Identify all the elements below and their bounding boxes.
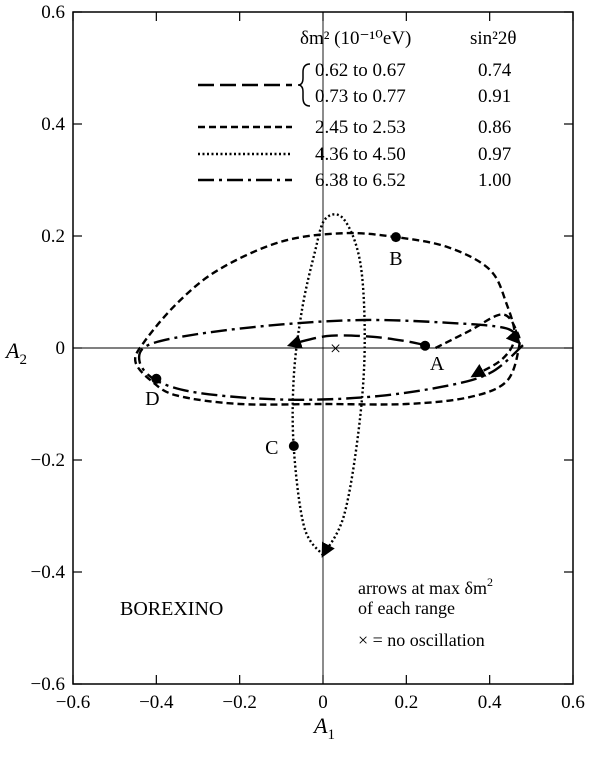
point-c-label: C — [265, 437, 278, 459]
legend-sin2-1: 0.74 — [478, 60, 512, 81]
legend-sin2-5: 1.00 — [478, 170, 511, 191]
legend-range-4: 4.36 to 4.50 — [315, 144, 406, 165]
x-tick-label: 0.2 — [394, 692, 418, 713]
point-a-label: A — [430, 353, 445, 375]
x-axis-title: A1 — [312, 713, 335, 743]
legend-header-dm2: δm² (10⁻¹⁰eV) — [300, 28, 411, 49]
y-tick-label: 0.2 — [41, 226, 65, 247]
chart-title-borexino: BOREXINO — [120, 598, 223, 620]
series-line-short-dash — [133, 231, 521, 406]
point-a-dot — [420, 340, 431, 351]
note-arrows-line1: arrows at max δm2 — [358, 575, 493, 598]
series-line-dash-dot — [137, 318, 524, 401]
x-tick-label: 0 — [318, 692, 328, 713]
x-tick-label: 0.4 — [478, 692, 502, 713]
legend-sin2-3: 0.86 — [478, 117, 511, 138]
series-line-long-dash — [286, 334, 426, 349]
series-line-dotted — [291, 213, 366, 558]
no-oscillation-marker: × — [330, 338, 341, 360]
y-tick-label: −0.2 — [31, 450, 65, 471]
note-no-oscillation: × = no oscillation — [358, 630, 485, 650]
x-tick-label: 0.6 — [561, 692, 585, 713]
y-tick-label: −0.6 — [31, 674, 65, 695]
point-d-label: D — [145, 388, 159, 410]
x-tick-label: −0.6 — [56, 692, 90, 713]
y-tick-label: 0.6 — [41, 2, 65, 23]
y-tick-label: 0 — [56, 338, 66, 359]
y-tick-label: −0.4 — [31, 562, 66, 583]
y-axis-title: A2 — [4, 338, 27, 368]
legend-sin2-2: 0.91 — [478, 86, 511, 107]
point-c-dot — [288, 441, 299, 451]
y-axis-ticks: −0.6 −0.4 −0.2 0 0.2 0.4 0.6 — [31, 2, 573, 695]
legend-range-3: 2.45 to 2.53 — [315, 117, 406, 138]
series-curves — [133, 213, 524, 558]
legend: δm² (10⁻¹⁰eV) sin²2θ 0.62 to 0.67 0.74 0… — [198, 28, 516, 191]
y-tick-label: 0.4 — [41, 114, 65, 135]
point-b-label: B — [389, 248, 402, 270]
labeled-points: A B C D — [145, 232, 445, 459]
note-arrows-line2: of each range — [358, 598, 455, 618]
point-d-dot — [151, 373, 162, 384]
x-axis-ticks: −0.6 −0.4 −0.2 0 0.2 0.4 0.6 — [56, 12, 585, 713]
point-b-dot — [390, 232, 401, 243]
x-tick-label: −0.4 — [139, 692, 174, 713]
legend-range-2: 0.73 to 0.77 — [315, 86, 406, 107]
legend-header-sin2: sin²2θ — [470, 28, 516, 49]
legend-range-5: 6.38 to 6.52 — [315, 170, 406, 191]
legend-range-1: 0.62 to 0.67 — [315, 60, 406, 81]
legend-brace — [297, 63, 311, 107]
x-tick-label: −0.2 — [222, 692, 256, 713]
legend-sin2-4: 0.97 — [478, 144, 511, 165]
